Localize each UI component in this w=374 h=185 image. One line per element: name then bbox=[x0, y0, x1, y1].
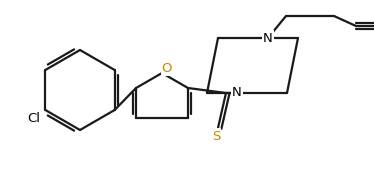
Text: S: S bbox=[212, 130, 220, 142]
Text: Cl: Cl bbox=[27, 112, 40, 125]
Text: N: N bbox=[263, 31, 273, 45]
Text: O: O bbox=[162, 61, 172, 75]
Text: N: N bbox=[232, 87, 242, 100]
